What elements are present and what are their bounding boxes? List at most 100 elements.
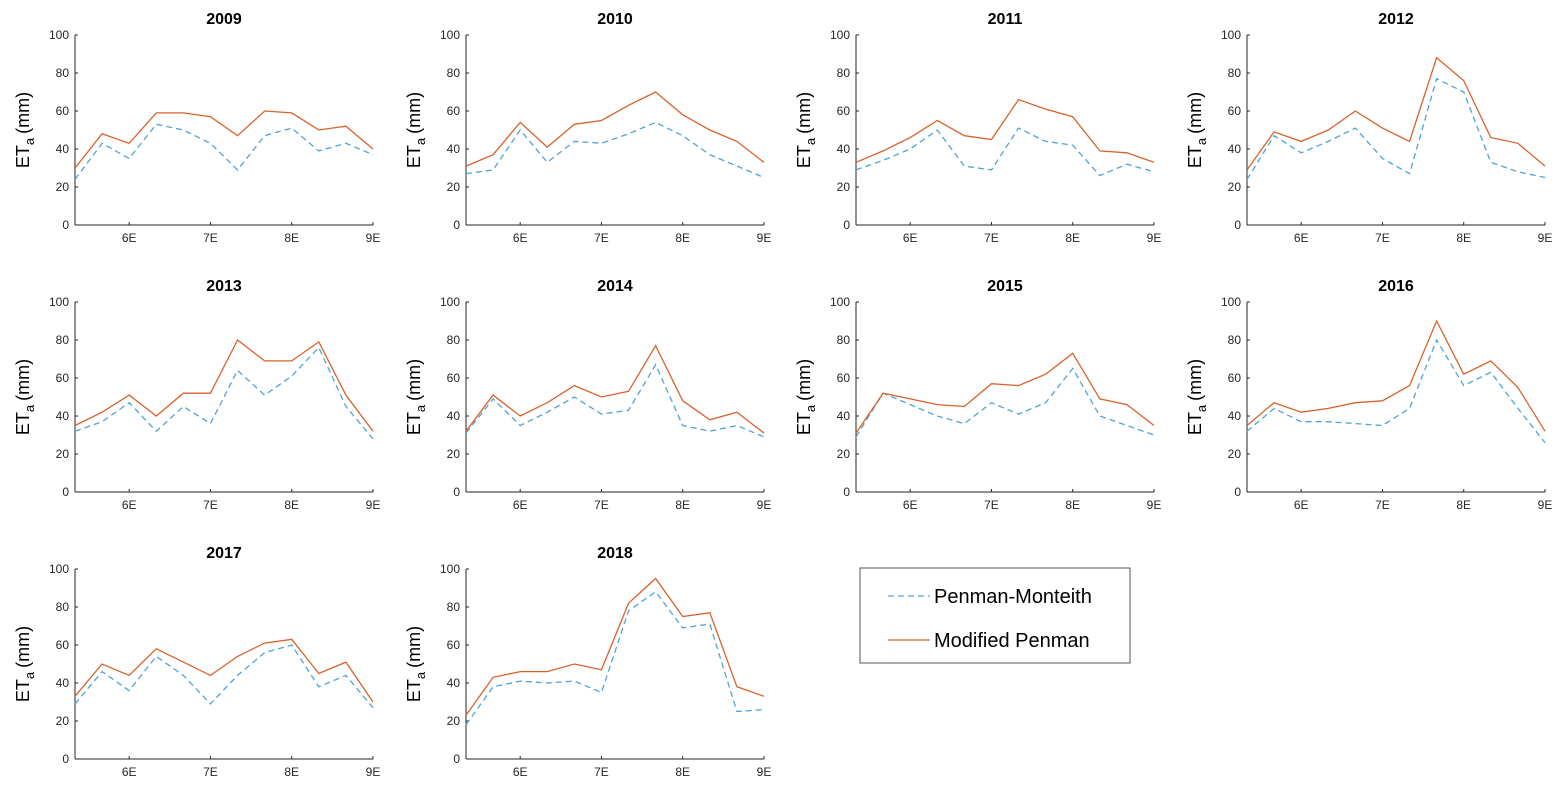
y-tick-label: 40 [837,142,851,156]
y-tick-label: 100 [830,295,850,309]
chart-title: 2010 [597,11,633,28]
chart-title: 2012 [1378,11,1414,28]
y-label-sub: a [22,671,37,679]
x-tick-label: 9E [1147,231,1162,245]
series-line [1246,77,1546,180]
y-tick-label: 80 [447,600,461,614]
x-tick-label: 8E [1456,498,1471,512]
y-tick-label: 0 [62,752,69,766]
x-tick-label: 6E [513,765,528,779]
y-axis-label: ETa (mm) [404,359,428,435]
x-tick-label: 9E [366,765,381,779]
y-axis-label: ETa (mm) [1185,92,1209,168]
x-tick-label: 6E [122,498,137,512]
y-label-unit: (mm) [13,359,33,401]
x-tick-label: 8E [1065,498,1080,512]
series-line [465,121,765,179]
x-tick-label: 7E [203,498,218,512]
y-tick-label: 40 [56,142,70,156]
x-tick-label: 8E [675,498,690,512]
x-tick-label: 9E [1538,231,1553,245]
chart-title: 2014 [597,278,633,295]
y-tick-label: 100 [440,28,460,42]
series-line [465,344,765,434]
x-tick-label: 9E [366,498,381,512]
y-tick-label: 80 [56,600,70,614]
y-tick-label: 20 [837,447,851,461]
y-tick-label: 20 [447,447,461,461]
series-line [465,590,765,726]
series-line [855,127,1155,177]
chart-title: 2017 [206,545,242,562]
y-tick-label: 60 [447,638,461,652]
series-line [74,339,374,432]
x-tick-label: 6E [1294,231,1309,245]
y-tick-label: 0 [1234,485,1241,499]
y-label-unit: (mm) [13,626,33,668]
y-label-unit: (mm) [794,359,814,401]
y-label-main: ET [13,145,33,168]
y-label-sub: a [413,137,428,145]
y-tick-label: 60 [837,104,851,118]
y-label-unit: (mm) [404,626,424,668]
y-tick-label: 20 [1228,447,1242,461]
y-label-sub: a [1194,137,1209,145]
y-tick-label: 80 [837,66,851,80]
x-tick-label: 8E [284,231,299,245]
y-tick-label: 40 [837,409,851,423]
y-label-main: ET [794,145,814,168]
y-label-sub: a [413,404,428,412]
y-tick-label: 0 [62,485,69,499]
y-label-unit: (mm) [1185,92,1205,134]
y-axis-label: ETa (mm) [13,626,37,702]
y-tick-label: 0 [453,752,460,766]
series-line [465,363,765,438]
y-tick-label: 80 [56,66,70,80]
y-tick-label: 40 [447,676,461,690]
x-tick-label: 7E [594,231,609,245]
y-tick-label: 100 [830,28,850,42]
y-tick-label: 60 [56,104,70,118]
y-tick-label: 20 [56,714,70,728]
y-tick-label: 20 [837,180,851,194]
y-tick-label: 80 [837,333,851,347]
series-line [1246,338,1546,444]
y-label-unit: (mm) [404,92,424,134]
x-tick-label: 9E [366,231,381,245]
x-tick-label: 6E [513,231,528,245]
y-tick-label: 60 [1228,371,1242,385]
x-tick-label: 7E [203,231,218,245]
series-line [855,98,1155,163]
x-tick-label: 7E [984,498,999,512]
series-line [1246,319,1546,432]
y-tick-label: 100 [440,562,460,576]
x-tick-label: 7E [594,765,609,779]
y-label-unit: (mm) [1185,359,1205,401]
y-tick-label: 100 [49,295,69,309]
y-label-main: ET [1185,145,1205,168]
y-tick-label: 80 [447,333,461,347]
y-tick-label: 80 [1228,66,1242,80]
x-tick-label: 6E [122,765,137,779]
legend-label: Penman-Monteith [934,586,1092,608]
y-tick-label: 100 [440,295,460,309]
x-tick-label: 8E [1456,231,1471,245]
chart-title: 2016 [1378,278,1414,295]
x-tick-label: 6E [903,498,918,512]
series-line [74,110,374,169]
y-axis-label: ETa (mm) [794,359,818,435]
x-tick-label: 8E [675,231,690,245]
y-label-main: ET [1185,412,1205,435]
y-tick-label: 0 [453,485,460,499]
x-tick-label: 6E [122,231,137,245]
x-tick-label: 8E [675,765,690,779]
y-label-main: ET [404,679,424,702]
y-tick-label: 0 [453,218,460,232]
y-label-sub: a [413,671,428,679]
y-tick-label: 80 [56,333,70,347]
y-tick-label: 60 [447,104,461,118]
y-tick-label: 20 [56,447,70,461]
y-tick-label: 60 [1228,104,1242,118]
chart-title: 2011 [988,11,1023,28]
